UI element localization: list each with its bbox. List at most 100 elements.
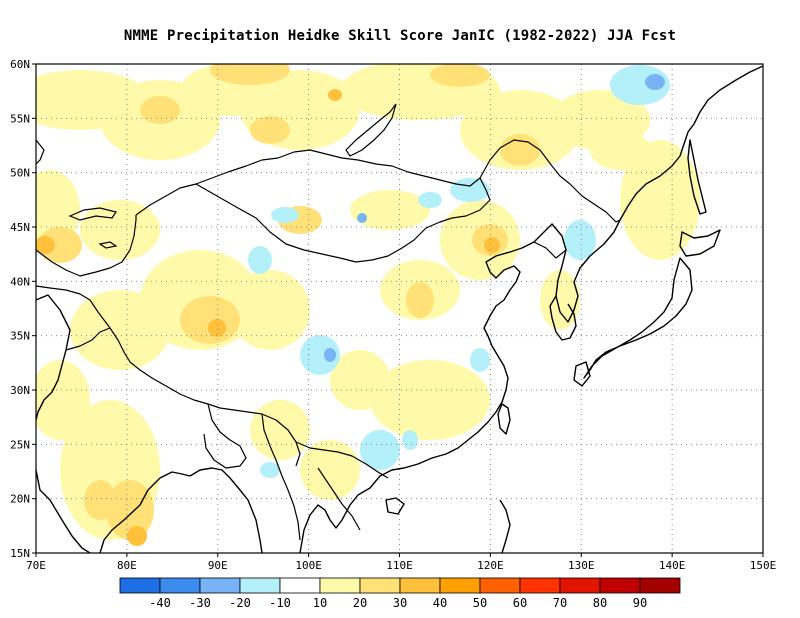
skill-patch bbox=[357, 213, 367, 223]
skill-patch bbox=[140, 96, 180, 124]
colorbar-label: 90 bbox=[633, 596, 647, 610]
skill-patch bbox=[406, 282, 434, 318]
skill-patch bbox=[300, 440, 360, 500]
border-myanmar bbox=[261, 413, 301, 541]
skill-patch bbox=[540, 270, 580, 330]
skill-patch bbox=[330, 350, 390, 410]
skill-patch bbox=[84, 480, 116, 520]
skill-patch bbox=[36, 360, 90, 440]
border-china-vietnam bbox=[295, 441, 389, 479]
colorbar-label: 70 bbox=[553, 596, 567, 610]
colorbar-swatch bbox=[439, 577, 481, 594]
skill-patch bbox=[70, 290, 170, 370]
chart-title: NMME Precipitation Heidke Skill Score Ja… bbox=[123, 28, 677, 44]
lakes bbox=[68, 103, 397, 249]
skill-patch bbox=[250, 400, 310, 460]
borders bbox=[36, 139, 621, 541]
skill-patch bbox=[324, 348, 336, 362]
border-russia-mongolia bbox=[135, 139, 621, 223]
skill-patch bbox=[360, 430, 400, 470]
lat-tick-label: 15N bbox=[10, 547, 30, 560]
colorbar-swatch bbox=[519, 577, 561, 594]
border-pakistan-india bbox=[65, 327, 111, 351]
lon-tick-label: 70E bbox=[26, 559, 46, 572]
lat-tick-label: 40N bbox=[10, 275, 30, 288]
coastline-mainland bbox=[36, 123, 695, 553]
lat-tick-label: 50N bbox=[10, 167, 30, 180]
skill-patch bbox=[248, 246, 272, 274]
coastlines bbox=[36, 65, 763, 553]
skill-patch bbox=[350, 190, 430, 230]
skill-patch bbox=[470, 348, 490, 372]
skill-patch bbox=[564, 220, 596, 260]
island-taiwan bbox=[497, 403, 511, 435]
colorbar-label: 20 bbox=[353, 596, 367, 610]
lon-tick-label: 120E bbox=[477, 559, 504, 572]
colorbar-swatch bbox=[279, 577, 321, 594]
skill-patch bbox=[230, 270, 310, 350]
colorbar-label: 50 bbox=[473, 596, 487, 610]
skill-patch bbox=[300, 335, 340, 375]
island-kyushu bbox=[573, 361, 591, 387]
island-sakhalin bbox=[687, 139, 707, 215]
border-central-asia bbox=[36, 215, 137, 277]
colorbar-label: -20 bbox=[229, 596, 251, 610]
colorbar-label: -40 bbox=[149, 596, 171, 610]
skill-patch bbox=[500, 134, 540, 166]
longitude-axis: 70E 80E 90E 100E 110E 120E 130E 140E 150E bbox=[26, 553, 776, 572]
island-luzon bbox=[499, 499, 511, 553]
lake-aral bbox=[36, 139, 45, 165]
colorbar-swatch bbox=[559, 577, 601, 594]
skill-patch bbox=[645, 74, 665, 90]
skill-patch bbox=[590, 130, 650, 170]
colorbar-label: -10 bbox=[269, 596, 291, 610]
island-honshu bbox=[583, 257, 693, 379]
skill-patch bbox=[418, 192, 442, 208]
lake-issyk bbox=[98, 241, 118, 249]
skill-patch bbox=[402, 430, 418, 450]
colorbar-swatch bbox=[319, 577, 361, 594]
colorbar-swatch bbox=[159, 577, 201, 594]
lat-tick-label: 20N bbox=[10, 493, 30, 506]
lat-tick-label: 60N bbox=[10, 58, 30, 71]
lon-tick-label: 110E bbox=[386, 559, 413, 572]
skill-patch bbox=[260, 462, 280, 478]
colorbar-swatch bbox=[239, 577, 281, 594]
skill-patch bbox=[450, 178, 490, 202]
lon-tick-label: 90E bbox=[208, 559, 228, 572]
skill-patch bbox=[180, 296, 240, 344]
lake-baikal bbox=[345, 103, 397, 157]
skill-patch bbox=[210, 64, 290, 85]
skill-patch bbox=[620, 140, 700, 260]
border-kazakh-south bbox=[36, 285, 111, 329]
coastline-korea bbox=[549, 295, 577, 341]
lat-tick-label: 45N bbox=[10, 221, 30, 234]
lat-tick-label: 35N bbox=[10, 330, 30, 343]
lat-tick-label: 30N bbox=[10, 384, 30, 397]
border-laos-thai bbox=[317, 467, 361, 531]
coastline-okhotsk bbox=[693, 65, 763, 125]
lon-tick-label: 100E bbox=[295, 559, 322, 572]
skill-patch bbox=[430, 64, 490, 87]
skill-patch bbox=[36, 236, 55, 254]
colorbar-label: 60 bbox=[513, 596, 527, 610]
skill-patch bbox=[271, 207, 299, 223]
lat-tick-label: 25N bbox=[10, 438, 30, 451]
skill-patch bbox=[127, 526, 147, 546]
island-hokkaido bbox=[679, 229, 721, 257]
latitude-axis: 60N 55N 50N 45N 40N 35N 30N 25N 20N 15N bbox=[10, 58, 36, 560]
skill-patch bbox=[80, 200, 160, 260]
skill-patch bbox=[250, 116, 290, 144]
colorbar-label: 80 bbox=[593, 596, 607, 610]
colorbar-label: 10 bbox=[313, 596, 327, 610]
coastline-india-east bbox=[147, 471, 191, 491]
colorbar-swatch bbox=[359, 577, 401, 594]
lat-tick-label: 55N bbox=[10, 112, 30, 125]
island-hainan bbox=[385, 497, 405, 515]
colorbar-swatch bbox=[639, 577, 681, 594]
lon-tick-label: 80E bbox=[117, 559, 137, 572]
colorbar-swatch bbox=[399, 577, 441, 594]
lon-tick-label: 150E bbox=[750, 559, 777, 572]
lake-balkhash bbox=[68, 207, 117, 221]
